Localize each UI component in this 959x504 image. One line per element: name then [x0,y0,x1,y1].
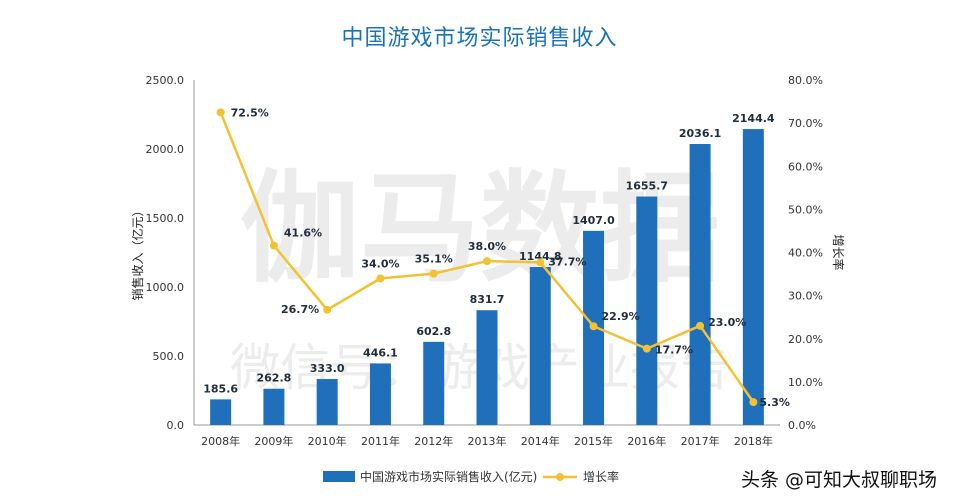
x-tick-label: 2014年 [521,434,560,448]
source-credit: 头条 @可知大叔聊职场 [740,469,937,491]
x-tick-label: 2013年 [468,434,507,448]
growth-value-label: 35.1% [415,253,453,266]
bar [742,129,764,425]
bar-value-label: 185.6 [203,382,238,395]
x-tick-label: 2011年 [361,434,400,448]
growth-point [269,241,278,250]
bar [210,399,232,425]
y2-tick-label: 20.0% [788,333,823,346]
y2-tick-label: 80.0% [788,74,823,87]
bar-value-label: 446.1 [363,346,398,359]
bar-value-labels: 185.6 262.8 333.0 446.1 602.8 831.7 1144.8 1407… [203,112,775,395]
y-axis-title: 销售收入（亿元） [130,204,145,300]
y-tick-label: 0.0 [167,419,185,432]
x-tick-label: 2008年 [201,434,240,448]
growth-value-label: 5.3% [759,396,790,409]
growth-value-label: 22.9% [602,310,640,323]
legend-bar-label: 中国游戏市场实际销售收入(亿元) [360,469,537,484]
y-tick-label: 2000.0 [146,143,185,156]
bar [476,310,498,425]
x-tick-label: 2010年 [308,434,347,448]
growth-point [483,257,491,266]
x-tick-label: 2012年 [414,434,453,448]
bar [636,196,658,425]
y-tick-label: 1500.0 [146,212,185,225]
growth-value-label: 41.6% [284,227,322,240]
y2-tick-label: 30.0% [788,290,823,303]
x-tick-label: 2009年 [254,434,293,448]
growth-value-label: 26.7% [281,303,319,316]
y2-tick-label: 0.0% [788,419,816,432]
bar [423,341,445,425]
y-tick-label: 500.0 [153,350,185,363]
bar-value-label: 262.8 [257,372,292,385]
y2-axis-ticks: 0.0% 10.0% 20.0% 30.0% 40.0% 50.0% 60.0% 70.0% 8… [788,74,823,432]
y2-tick-label: 70.0% [788,117,823,130]
growth-point [216,108,225,117]
bar-value-label: 333.0 [310,362,345,375]
bar-value-label: 602.8 [416,325,451,338]
bar-value-label: 1407.0 [572,214,615,227]
legend: 中国游戏市场实际销售收入(亿元) 增长率 [323,469,619,484]
growth-point [642,344,651,353]
x-tick-label: 2016年 [627,434,666,448]
growth-line-series [216,108,758,407]
x-axis-ticks: 2008年 2009年 2010年 2011年 2012年 2013年 2014年 2015年… [201,434,773,448]
growth-value-label: 17.7% [655,344,693,357]
legend-line-label: 增长率 [583,469,619,484]
growth-value-labels: 72.5% 41.6% 26.7% 34.0% 35.1% 38.0% 37.7% 22.9%… [231,106,790,409]
growth-point [696,321,705,330]
y2-tick-label: 10.0% [788,376,823,389]
x-tick-label: 2015年 [574,434,613,448]
y-tick-label: 2500.0 [146,74,185,87]
growth-value-label: 34.0% [361,257,399,270]
bar [316,379,338,425]
x-tick-label: 2017年 [681,434,720,448]
y-tick-label: 1000.0 [146,281,185,294]
bar-value-label: 1144.8 [519,250,561,263]
y2-tick-label: 50.0% [788,203,823,216]
bar [529,267,551,425]
y-axis-ticks: 0.0 500.0 1000.0 1500.0 2000.0 2500.0 [146,74,185,432]
growth-value-label: 23.0% [708,316,746,329]
bar [263,388,285,425]
growth-value-label: 37.7% [548,255,586,268]
growth-point [536,258,545,267]
growth-point [376,274,385,283]
growth-value-label: 38.0% [468,240,506,253]
x-tick-label: 2018年 [734,434,773,448]
bar-value-label: 2144.4 [732,112,775,125]
growth-point [323,305,332,314]
y2-tick-label: 60.0% [788,160,823,173]
growth-point [429,269,438,278]
bar-value-label: 1655.7 [626,180,668,193]
bar [369,363,391,425]
legend-line-marker [556,473,564,481]
bar-value-label: 831.7 [470,293,505,306]
growth-point [589,322,598,331]
chart-title: 中国游戏市场实际销售收入 [341,26,618,51]
y2-axis-title: 增长率 [831,234,846,270]
growth-point [749,398,758,407]
bar [689,144,711,426]
growth-value-label: 72.5% [231,106,269,119]
bar-value-label: 2036.1 [679,127,721,140]
legend-bar-swatch [323,471,355,482]
y2-tick-label: 40.0% [788,247,823,260]
